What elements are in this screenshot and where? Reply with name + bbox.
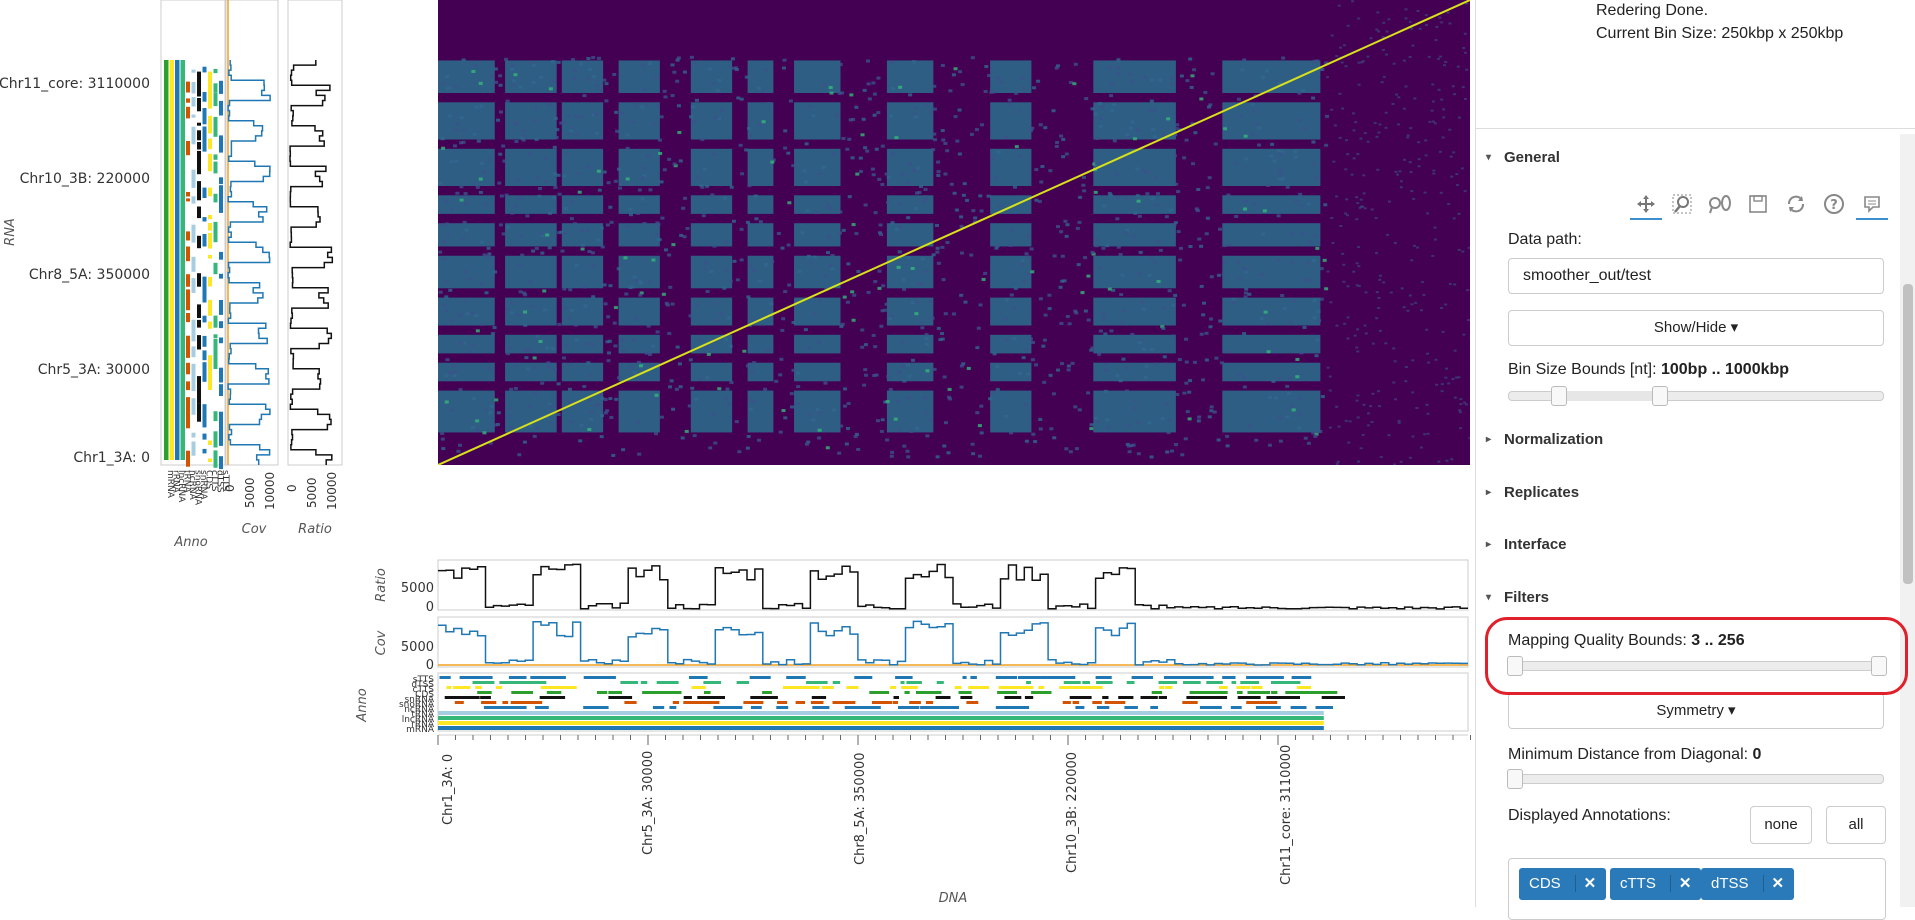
- bin-size-slider-high-handle[interactable]: [1652, 386, 1668, 406]
- bottom-anno-track: sTTSdTSScTTSCDSsnRNAsnoRNAncRNAtRNAlncRN…: [355, 673, 1468, 735]
- settings-panel: Redering Done. Current Bin Size: 250kbp …: [1475, 0, 1915, 907]
- status-line-1: Redering Done.: [1596, 2, 1708, 20]
- bottom-ratio-tick: 5000: [401, 581, 434, 596]
- bottom-ratio-tick: 0: [426, 600, 434, 615]
- left-anno-row-label: sTTS: [220, 470, 230, 492]
- x-tick-label: Chr5_3A: 30000: [641, 751, 656, 855]
- bottom-cov-label: Cov: [374, 630, 389, 655]
- left-cov-track: [226, 0, 278, 465]
- tag-remove-icon[interactable]: ✕: [1575, 875, 1597, 892]
- bin-size-bounds-label: Bin Size Bounds [nt]: 100bp .. 1000kbp: [1508, 361, 1789, 379]
- box-zoom-icon[interactable]: [1668, 190, 1696, 218]
- bottom-anno-row-label: mRNA: [406, 725, 435, 735]
- left-ratio-track: [288, 0, 342, 465]
- y-tick-label: Chr10_3B: 220000: [20, 171, 150, 187]
- section-filters[interactable]: ▾ Filters: [1486, 589, 1549, 606]
- help-icon[interactable]: ?: [1820, 190, 1848, 218]
- section-normalization[interactable]: ▸ Normalization: [1486, 431, 1603, 448]
- y-tick-label: Chr5_3A: 30000: [38, 362, 150, 378]
- min-distance-slider[interactable]: [1508, 774, 1884, 784]
- left-ratio-tick: 5000: [305, 477, 319, 508]
- section-interface[interactable]: ▸ Interface: [1486, 536, 1567, 553]
- left-cov-tick: 5000: [243, 477, 257, 508]
- x-axis-label: DNA: [939, 891, 968, 906]
- wheel-zoom-icon[interactable]: [1706, 190, 1734, 218]
- bin-size-slider[interactable]: [1508, 391, 1884, 401]
- min-distance-handle[interactable]: [1507, 769, 1523, 789]
- x-tick-label: Chr10_3B: 220000: [1065, 752, 1080, 873]
- show-hide-dropdown[interactable]: Show/Hide ▾: [1508, 310, 1884, 346]
- heatmap-y-axis: RNA Chr11_core: 3110000 Chr10_3B: 220000…: [0, 0, 170, 480]
- status-line-2: Current Bin Size: 250kbp x 250kbp: [1596, 25, 1843, 43]
- bottom-cov-tick: 5000: [401, 640, 434, 655]
- bottom-ratio-label: Ratio: [374, 568, 389, 602]
- bottom-anno-label: Anno: [355, 688, 370, 722]
- symmetry-dropdown[interactable]: Symmetry ▾: [1508, 693, 1884, 729]
- annotation-tag-cds: CDS✕: [1519, 868, 1606, 900]
- annotations-none-button[interactable]: none: [1750, 806, 1812, 844]
- section-general[interactable]: ▾ General: [1486, 149, 1560, 166]
- left-anno-track: [161, 0, 225, 469]
- bin-size-bounds-value: 100bp .. 1000kbp: [1661, 361, 1789, 378]
- save-icon[interactable]: [1744, 190, 1772, 218]
- bottom-cov-tick: 0: [426, 658, 434, 673]
- displayed-annotations-label: Displayed Annotations:: [1508, 807, 1671, 825]
- annotation-tag-dtss: dTSS✕: [1701, 868, 1794, 900]
- y-axis-label: RNA: [3, 218, 18, 246]
- left-anno-label: Anno: [173, 535, 207, 550]
- x-axis: Chr1_3A: 0 Chr5_3A: 30000 Chr8_5A: 35000…: [438, 735, 1471, 906]
- hover-icon[interactable]: [1856, 190, 1888, 220]
- left-cov-tick: 10000: [263, 472, 277, 510]
- x-tick-label: Chr1_3A: 0: [441, 754, 456, 825]
- data-path-input[interactable]: smoother_out/test: [1508, 258, 1884, 294]
- data-path-label: Data path:: [1508, 231, 1582, 249]
- left-cov-label: Cov: [242, 522, 267, 537]
- min-distance-label: Minimum Distance from Diagonal: 0: [1508, 746, 1761, 764]
- reset-icon[interactable]: [1782, 190, 1810, 218]
- section-replicates[interactable]: ▸ Replicates: [1486, 484, 1579, 501]
- y-tick-label: Chr8_5A: 350000: [29, 267, 150, 283]
- annotation-tag-ctts: cTTS✕: [1610, 868, 1701, 900]
- y-tick-label: Chr11_core: 3110000: [0, 76, 150, 92]
- scrollbar-thumb[interactable]: [1903, 284, 1913, 584]
- left-tracks: 0 5000 10000 0 5000 10000 mRNArRNAlncRNA…: [158, 0, 348, 560]
- bottom-tracks: 5000 0 Ratio 5000 0 Cov sTTSdTSScTTSCDSs…: [340, 555, 1475, 907]
- bottom-ratio-track: 5000 0 Ratio: [374, 560, 1468, 615]
- highlight-box: [1485, 617, 1908, 695]
- y-tick-label: Chr1_3A: 0: [73, 450, 150, 466]
- bottom-cov-track: 5000 0 Cov: [374, 617, 1468, 673]
- x-tick-label: Chr8_5A: 350000: [853, 752, 868, 865]
- left-ratio-tick: 10000: [325, 472, 339, 510]
- panel-scrollbar[interactable]: [1900, 134, 1915, 907]
- pan-icon[interactable]: [1630, 190, 1662, 220]
- tag-remove-icon[interactable]: ✕: [1763, 875, 1785, 892]
- heatmap-plot[interactable]: [438, 0, 1470, 465]
- x-tick-label: Chr11_core: 3110000: [1279, 745, 1294, 885]
- left-ratio-tick: 0: [285, 484, 299, 492]
- annotations-all-button[interactable]: all: [1826, 806, 1886, 844]
- tag-remove-icon[interactable]: ✕: [1670, 875, 1692, 892]
- left-ratio-label: Ratio: [298, 522, 332, 537]
- bin-size-slider-low-handle[interactable]: [1551, 386, 1567, 406]
- svg-text:?: ?: [1830, 198, 1838, 213]
- min-distance-value: 0: [1753, 746, 1762, 763]
